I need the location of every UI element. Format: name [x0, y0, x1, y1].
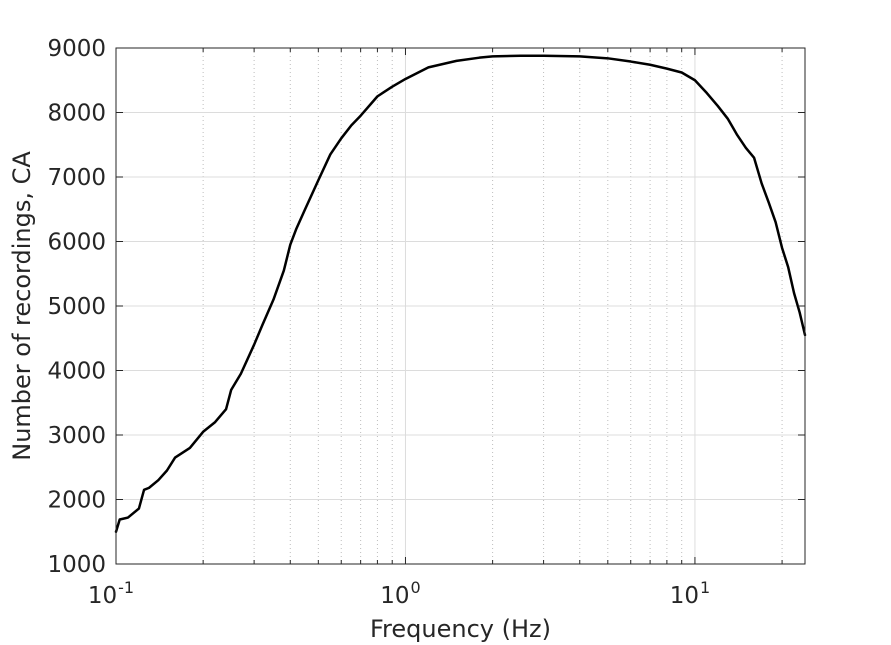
x-tick-label: 100	[380, 578, 420, 609]
y-tick-label: 3000	[47, 423, 106, 449]
series-line	[114, 54, 807, 533]
x-axis-label: Frequency (Hz)	[370, 615, 551, 643]
y-tick-label: 1000	[47, 552, 106, 578]
x-tick-label: 10-1	[88, 578, 134, 609]
y-tick-label: 9000	[47, 36, 106, 62]
y-tick-label: 4000	[47, 359, 106, 385]
y-tick-labels: 1000 2000 3000 4000 5000 6000 7000 8000 9000	[47, 36, 106, 578]
y-tick-label: 2000	[47, 488, 106, 514]
y-tick-label: 5000	[47, 294, 106, 320]
x-tick-labels: 10-1 100 101	[88, 578, 710, 609]
y-axis-label: Number of recordings, CA	[8, 151, 36, 461]
y-tick-label: 7000	[47, 165, 106, 191]
tick-marks	[115, 47, 805, 565]
series-layer	[114, 54, 807, 533]
x-tick-label: 101	[670, 578, 710, 609]
y-tick-label: 6000	[47, 230, 106, 256]
y-tick-label: 8000	[47, 101, 106, 127]
